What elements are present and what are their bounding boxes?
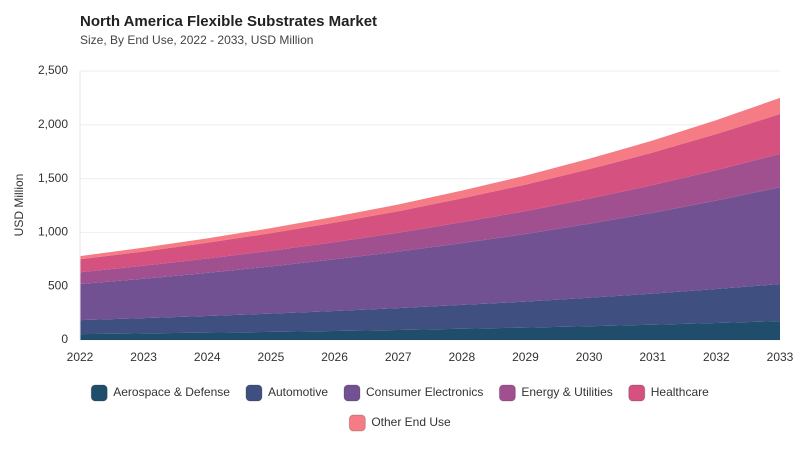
area [80, 153, 780, 285]
legend-item: Healthcare [628, 384, 709, 402]
area [80, 114, 780, 273]
chart-title: North America Flexible Substrates Market [80, 13, 377, 30]
y-tick-label: 2,000 [38, 117, 68, 131]
legend-label: Other End Use [371, 415, 451, 429]
legend-swatch [90, 384, 108, 402]
legend-label: Energy & Utilities [521, 385, 612, 399]
legend-item: Aerospace & Defense [90, 384, 230, 402]
legend-swatch [245, 384, 263, 402]
x-tick-label: 2026 [321, 350, 348, 364]
area [80, 321, 780, 340]
x-tick-label: 2027 [385, 350, 412, 364]
legend-item: Other End Use [348, 414, 451, 432]
x-tick-label: 2032 [703, 350, 730, 364]
x-tick-label: 2030 [576, 350, 603, 364]
area [80, 187, 780, 321]
legend-label: Automotive [268, 385, 328, 399]
legend-swatch [343, 384, 361, 402]
legend-label: Healthcare [651, 385, 709, 399]
x-tick-label: 2028 [448, 350, 475, 364]
x-tick-label: 2024 [194, 350, 221, 364]
chart-subtitle: Size, By End Use, 2022 - 2033, USD Milli… [80, 33, 313, 47]
legend-item: Consumer Electronics [343, 384, 483, 402]
y-tick-label: 0 [61, 332, 68, 346]
y-axis-label: USD Million [12, 174, 26, 237]
legend-swatch [498, 384, 516, 402]
x-tick-label: 2029 [512, 350, 539, 364]
y-tick-label: 1,500 [38, 171, 68, 185]
legend-item: Automotive [245, 384, 328, 402]
y-tick-label: 1,000 [38, 225, 68, 239]
y-tick-label: 500 [48, 278, 68, 292]
legend-item: Energy & Utilities [498, 384, 613, 402]
x-tick-label: 2033 [767, 350, 794, 364]
y-tick-label: 2,500 [38, 63, 68, 77]
legend: Aerospace & Defense Automotive Consumer El… [90, 384, 709, 432]
x-tick-label: 2022 [67, 350, 94, 364]
axes: 0 500 1,000 1,500 2,000 2,500 2022 2023 2024 2025… [38, 63, 794, 364]
x-tick-label: 2031 [639, 350, 666, 364]
area [80, 284, 780, 335]
legend-label: Consumer Electronics [366, 385, 483, 399]
x-tick-label: 2025 [258, 350, 285, 364]
legend-swatch [348, 414, 366, 432]
areas [80, 97, 780, 340]
x-tick-label: 2023 [130, 350, 157, 364]
legend-swatch [628, 384, 646, 402]
legend-label: Aerospace & Defense [113, 385, 230, 399]
